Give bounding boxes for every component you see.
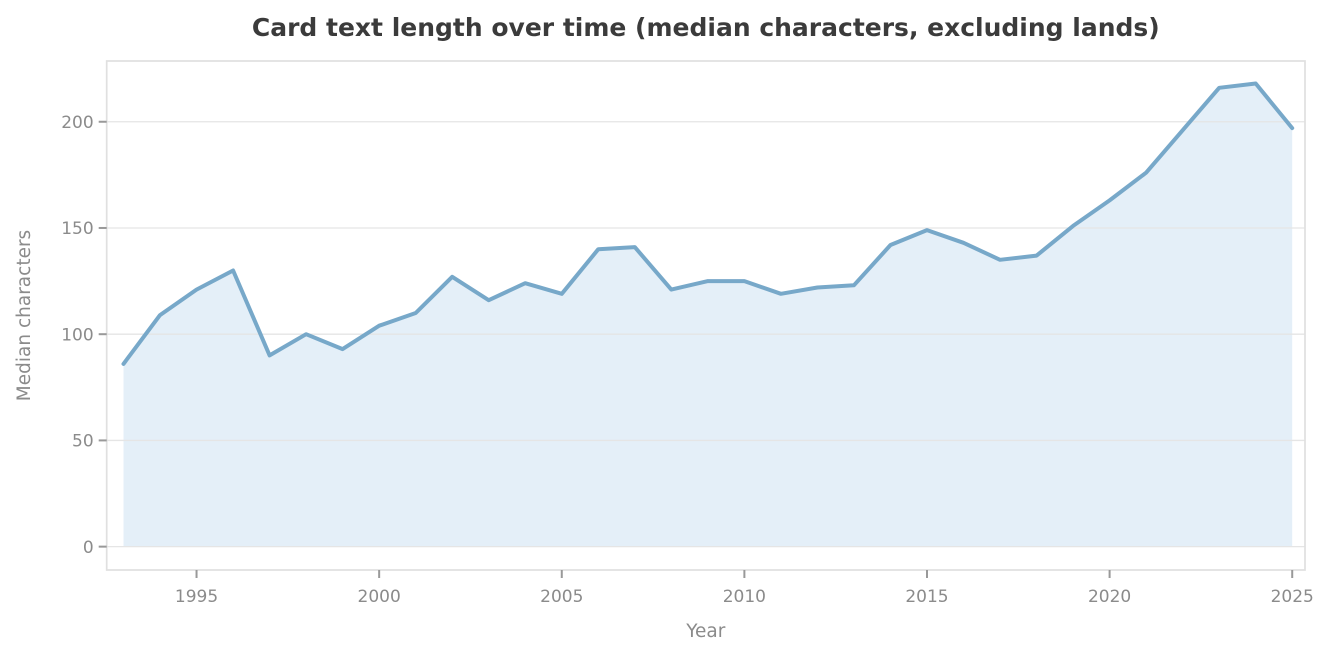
area-fill xyxy=(123,83,1293,547)
plot-border xyxy=(105,60,1306,571)
x-tick-label: 1995 xyxy=(175,587,218,607)
y-axis-ticks: 0 50 100 150 200 xyxy=(61,113,107,558)
y-tick-label: 0 xyxy=(83,538,94,558)
x-tick-label: 2025 xyxy=(1271,587,1314,607)
x-tick-label: 2010 xyxy=(723,587,766,607)
x-axis-label: Year xyxy=(685,621,726,642)
x-tick-label: 2020 xyxy=(1088,587,1131,607)
x-axis-ticks: 1995 2000 2005 2010 2015 2020 2025 xyxy=(175,570,1314,607)
x-tick-label: 2000 xyxy=(358,587,401,607)
y-axis-label: Median characters xyxy=(14,230,35,401)
y-tick-label: 200 xyxy=(61,113,93,133)
x-tick-label: 2015 xyxy=(905,587,948,607)
y-tick-label: 100 xyxy=(61,325,93,345)
chart-title: Card text length over time (median chara… xyxy=(252,13,1160,42)
y-tick-label: 50 xyxy=(72,432,94,452)
x-tick-label: 2005 xyxy=(540,587,583,607)
trend-line xyxy=(121,81,1295,366)
y-tick-label: 150 xyxy=(61,219,93,239)
